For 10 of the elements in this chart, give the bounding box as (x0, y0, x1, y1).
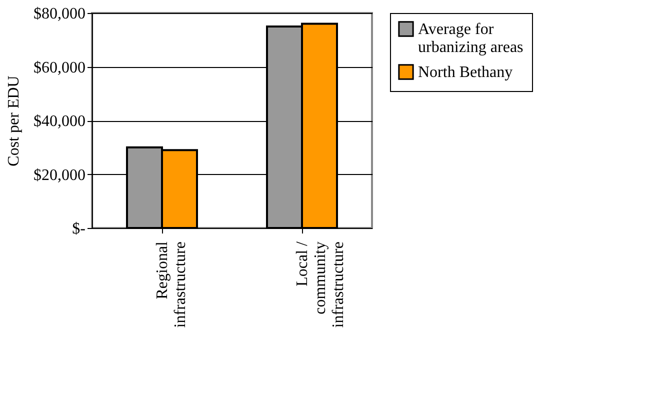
legend-label: Average for urbanizing areas (418, 21, 524, 56)
x-tick-label: Local / community infrastructure (294, 240, 347, 328)
y-axis-title: Cost per EDU (6, 75, 22, 166)
y-tick-label: $80,000 (34, 6, 86, 22)
y-tick-label: $40,000 (34, 113, 86, 130)
x-tick-label: Regional infrastructure (154, 240, 189, 328)
y-tick-label: $60,000 (34, 59, 86, 76)
legend-label: North Bethany (418, 64, 513, 81)
y-tick-label: $- (72, 220, 86, 238)
y-tick-label: $20,000 (34, 166, 86, 184)
